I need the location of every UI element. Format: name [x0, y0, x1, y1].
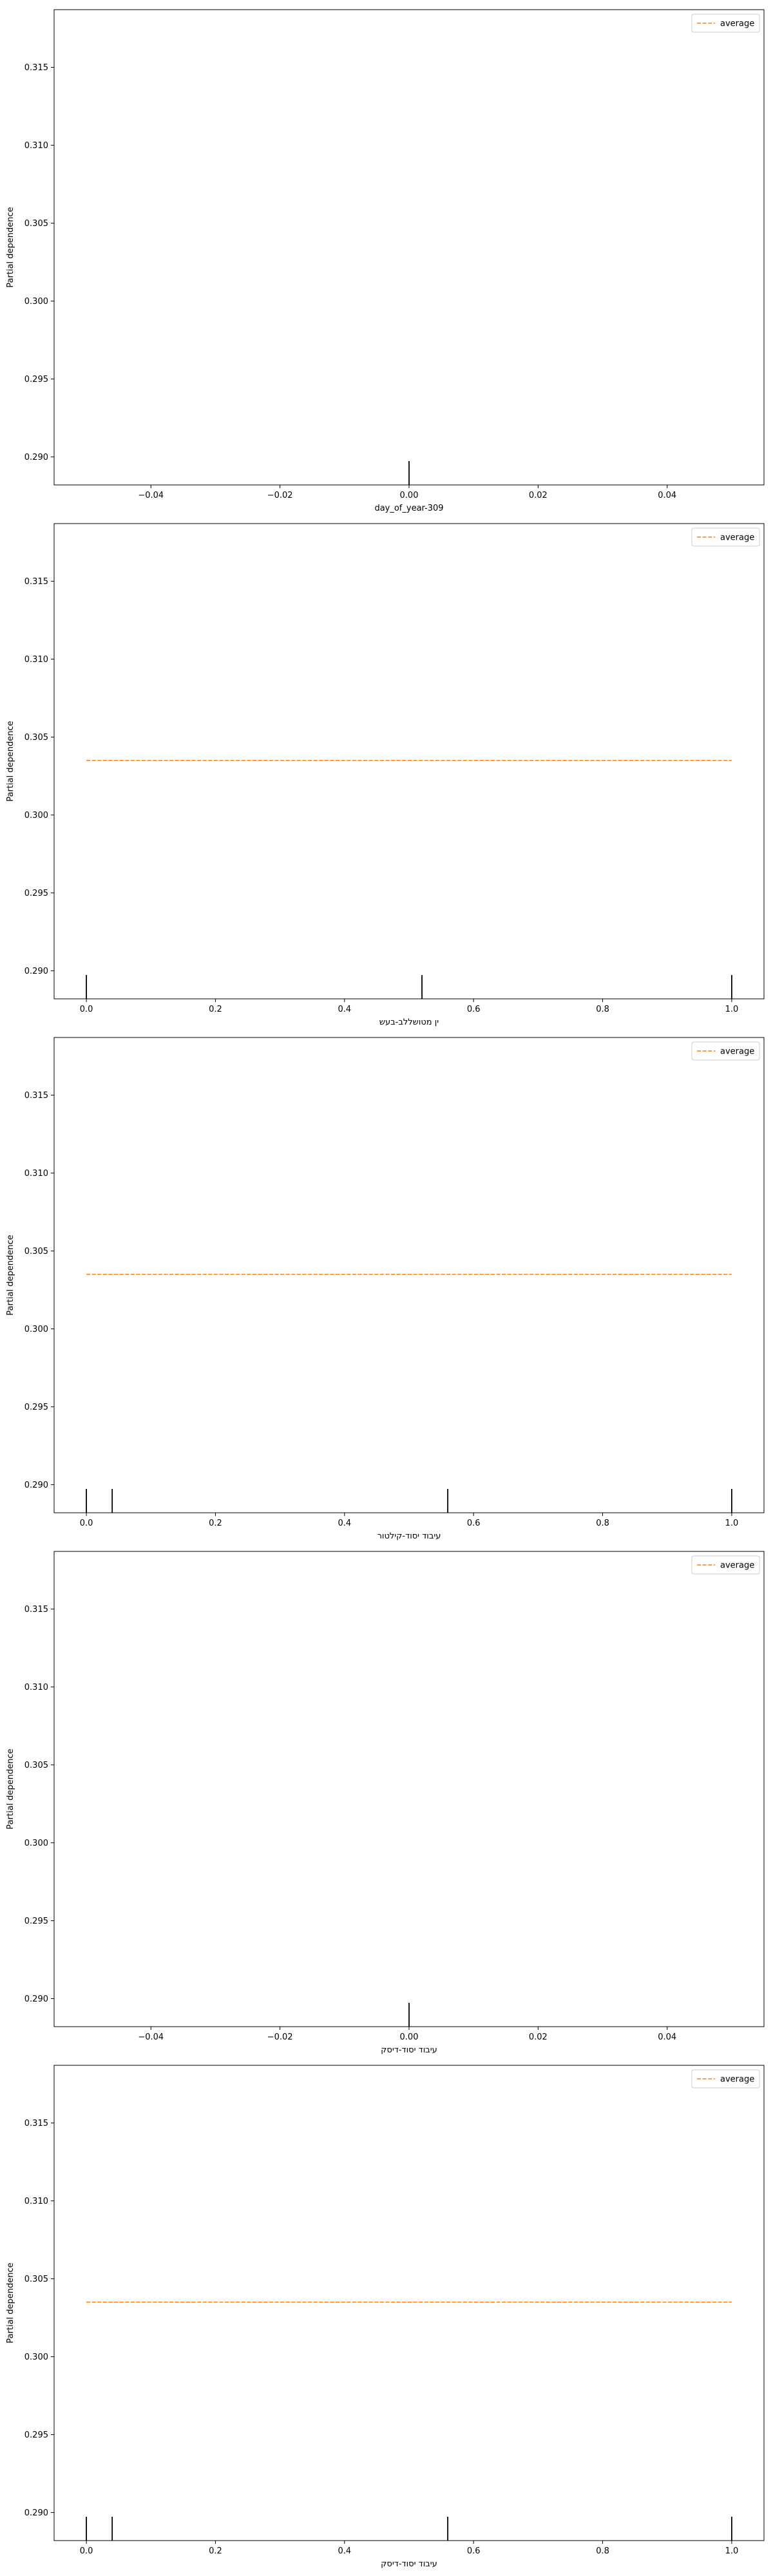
legend-box [691, 1041, 760, 1061]
y-axis-label: Partial dependence [6, 2262, 15, 2343]
x-tick-label: 0.4 [338, 1519, 351, 1528]
legend: average [691, 1041, 760, 1061]
y-axis-label: Partial dependence [6, 1748, 15, 1829]
y-tick-label: 0.305 [24, 733, 48, 743]
y-tick-label: 0.300 [24, 811, 48, 820]
x-axis-label: ין מטושללב-בעש [379, 1018, 439, 1027]
x-tick-label: 0.02 [529, 491, 548, 500]
x-tick-label: 0.8 [596, 1005, 609, 1014]
legend-label: average [720, 19, 754, 29]
x-tick-label: 1.0 [725, 2546, 739, 2556]
axes-frame [53, 9, 765, 486]
y-tick-label: 0.290 [24, 2508, 48, 2518]
y-tick-label: 0.305 [24, 219, 48, 229]
y-tick-label: 0.305 [24, 2275, 48, 2284]
y-tick-label: 0.290 [24, 1481, 48, 1490]
x-tick-label: 0.4 [338, 2546, 351, 2556]
legend-label: average [720, 1047, 754, 1057]
x-tick-label: 0.2 [209, 1519, 222, 1528]
y-tick-label: 0.295 [24, 1917, 48, 1926]
axes-frame [53, 2065, 765, 2541]
x-tick-label: 0.6 [467, 1005, 481, 1014]
y-tick-label: 0.315 [24, 63, 48, 73]
legend-box [691, 14, 760, 33]
y-tick-label: 0.290 [24, 1994, 48, 2004]
y-tick-label: 0.310 [24, 141, 48, 151]
x-tick-label: −0.04 [138, 2032, 164, 2042]
y-tick-label: 0.310 [24, 2197, 48, 2206]
y-tick-label: 0.300 [24, 297, 48, 307]
y-tick-label: 0.315 [24, 1091, 48, 1101]
y-tick-label: 0.310 [24, 655, 48, 665]
x-tick-label: 0.6 [467, 2546, 481, 2556]
y-tick-label: 0.305 [24, 1761, 48, 1770]
legend-label: average [720, 1561, 754, 1571]
y-tick-label: 0.315 [24, 1605, 48, 1615]
legend-box [691, 527, 760, 547]
y-axis-label: Partial dependence [6, 207, 15, 287]
y-tick-label: 0.310 [24, 1169, 48, 1179]
y-tick-label: 0.295 [24, 889, 48, 898]
pd-panel-5: 0.290 0.295 0.300 0.305 0.310 0.315 0.0 0.2 0.4 0… [6, 2065, 765, 2569]
y-tick-label: 0.295 [24, 375, 48, 384]
legend: average [691, 2069, 760, 2088]
legend: average [691, 527, 760, 547]
y-tick-label: 0.290 [24, 453, 48, 462]
x-tick-label: 0.0 [80, 1005, 93, 1014]
y-tick-label: 0.300 [24, 1839, 48, 1848]
y-tick-label: 0.310 [24, 1683, 48, 1692]
x-tick-label: 0.6 [467, 1519, 481, 1528]
axes-frame [53, 523, 765, 999]
x-axis-label: עיבוד יסוד-קילטור [377, 1531, 441, 1541]
y-tick-label: 0.315 [24, 577, 48, 587]
pd-panel-4: 0.290 0.295 0.300 0.305 0.310 0.315 −0.04 −0.02… [6, 1551, 765, 2055]
x-tick-label: 0.00 [400, 2032, 419, 2042]
x-tick-label: 1.0 [725, 1519, 739, 1528]
y-tick-label: 0.300 [24, 2353, 48, 2362]
x-tick-label: 0.8 [596, 2546, 609, 2556]
pd-panel-1: 0.290 0.295 0.300 0.305 0.310 0.315 −0.04 −0.02… [6, 9, 765, 513]
x-tick-label: 0.04 [658, 491, 676, 500]
x-tick-label: −0.02 [267, 2032, 293, 2042]
x-tick-label: 0.00 [400, 491, 419, 500]
legend-box [691, 1555, 760, 1575]
x-axis-label: עיבוד יסוד-דיסק [381, 2045, 437, 2055]
y-axis-label: Partial dependence [6, 1235, 15, 1315]
x-tick-label: 0.2 [209, 1005, 222, 1014]
x-tick-label: 0.4 [338, 1005, 351, 1014]
x-tick-label: 0.0 [80, 2546, 93, 2556]
y-axis-label: Partial dependence [6, 721, 15, 801]
axes-frame [53, 1551, 765, 2027]
x-tick-label: −0.04 [138, 491, 164, 500]
x-tick-label: 0.02 [529, 2032, 548, 2042]
pd-panel-2: 0.290 0.295 0.300 0.305 0.310 0.315 0.0 0.2 0.4 0… [6, 523, 765, 1027]
legend-box [691, 2069, 760, 2088]
x-tick-label: 0.0 [80, 1519, 93, 1528]
y-tick-label: 0.305 [24, 1247, 48, 1256]
x-tick-label: 1.0 [725, 1005, 739, 1014]
y-tick-label: 0.295 [24, 2430, 48, 2440]
legend: average [691, 1555, 760, 1575]
y-tick-label: 0.300 [24, 1325, 48, 1334]
x-tick-label: −0.02 [267, 491, 293, 500]
x-tick-label: 0.2 [209, 2546, 222, 2556]
legend-label: average [720, 2075, 754, 2085]
x-axis-label: עיבוד יסוד-דיסק [381, 2559, 437, 2569]
axes-frame [53, 1037, 765, 1513]
x-axis-label: day_of_year-309 [374, 504, 443, 513]
legend-label: average [720, 533, 754, 543]
y-tick-label: 0.295 [24, 1403, 48, 1412]
y-tick-label: 0.290 [24, 967, 48, 976]
pd-panel-3: 0.290 0.295 0.300 0.305 0.310 0.315 0.0 0.2 0.4 0… [6, 1037, 765, 1541]
legend: average [691, 14, 760, 33]
x-tick-label: 0.8 [596, 1519, 609, 1528]
x-tick-label: 0.04 [658, 2032, 676, 2042]
y-tick-label: 0.315 [24, 2119, 48, 2128]
